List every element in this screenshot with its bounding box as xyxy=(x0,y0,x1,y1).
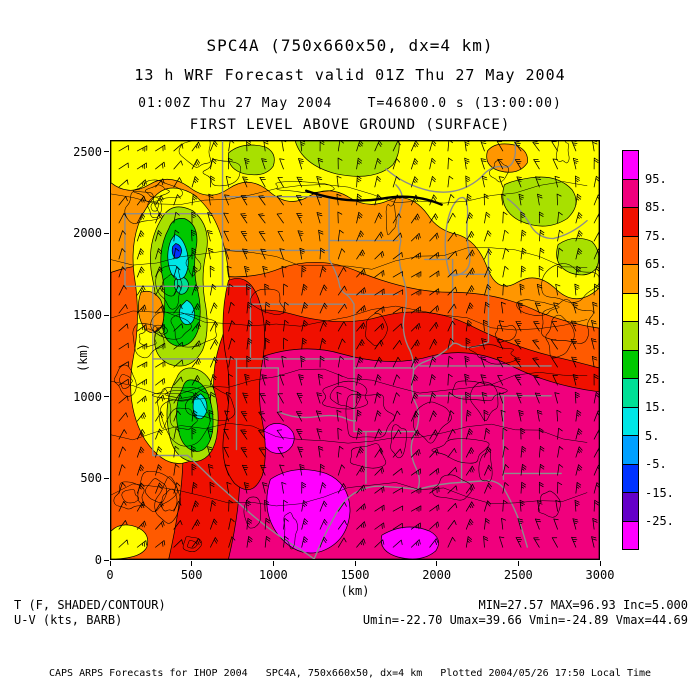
colorbar-segment xyxy=(623,264,638,293)
temperature-map-svg xyxy=(111,141,599,559)
x-tick-mark xyxy=(272,561,274,566)
wind-barbs xyxy=(118,141,599,548)
colorbar-segment xyxy=(623,235,638,264)
colorbar-tick-label: -25. xyxy=(645,514,674,529)
stats-wind-min-max: Umin=-22.70 Umax=39.66 Vmin=-24.89 Vmax=… xyxy=(362,613,688,627)
y-tick-label: 0 xyxy=(94,553,102,567)
colorbar-tick-label: 85. xyxy=(645,200,667,215)
x-tick-label: 0 xyxy=(106,568,114,582)
colorbar-tick-label: -15. xyxy=(645,485,674,500)
colorbar-tick-label: 5. xyxy=(645,428,660,443)
temperature-contours xyxy=(111,141,599,553)
colorbar-tick-label: 75. xyxy=(645,228,667,243)
colorbar-tick-label: -5. xyxy=(645,457,667,472)
x-tick-label: 2000 xyxy=(422,568,452,582)
y-tick-label: 1500 xyxy=(73,308,102,322)
y-tick-mark xyxy=(104,477,109,479)
colorbar-segment xyxy=(623,406,638,435)
colorbar-segment xyxy=(623,435,638,464)
x-tick-label: 3000 xyxy=(585,568,615,582)
colorbar-segment xyxy=(623,292,638,321)
colorbar-segment xyxy=(623,151,638,179)
valid-time-line: 01:00Z Thu 27 May 2004 T=46800.0 s (13:0… xyxy=(138,96,562,111)
colorbar-tick-label: 65. xyxy=(645,257,667,272)
x-tick-mark xyxy=(599,561,601,566)
x-tick-label: 1000 xyxy=(258,568,288,582)
y-tick-label: 2000 xyxy=(73,226,102,241)
x-tick-mark xyxy=(436,561,438,566)
colorbar-tick-label: 25. xyxy=(645,371,667,386)
colorbar-segment xyxy=(623,378,638,407)
colorbar-segment xyxy=(623,463,638,492)
front-line xyxy=(305,189,443,206)
plot-frame xyxy=(110,140,600,560)
state-borders xyxy=(124,141,588,559)
x-tick-label: 500 xyxy=(180,568,203,582)
x-tick-label: 2500 xyxy=(503,568,533,582)
y-tick-mark xyxy=(104,314,109,316)
stats-min-max: MIN=27.57 MAX=96.93 Inc=5.000 xyxy=(478,598,688,612)
x-tick-mark xyxy=(517,561,519,566)
plot-credit-line: CAPS ARPS Forecasts for IHOP 2004 SPC4A,… xyxy=(48,668,652,679)
x-axis-label: (km) xyxy=(340,584,370,598)
forecast-title: 13 h WRF Forecast valid 01Z Thu 27 May 2… xyxy=(134,66,566,84)
colorbar-segment xyxy=(623,520,638,549)
y-tick-label: 1000 xyxy=(73,389,102,404)
wind-legend-label: U-V (kts, BARB) xyxy=(14,613,123,627)
y-tick-mark xyxy=(104,559,109,561)
y-tick-label: 2500 xyxy=(73,144,102,159)
y-tick-mark xyxy=(104,151,109,153)
x-tick-mark xyxy=(109,561,111,566)
y-tick-mark xyxy=(104,396,109,398)
colorbar-segment xyxy=(623,321,638,350)
model-title: SPC4A (750x660x50, dx=4 km) xyxy=(206,36,494,55)
colorbar-segment xyxy=(623,178,638,207)
colorbar-tick-label: 15. xyxy=(645,400,667,415)
colorbar-tick-label: 35. xyxy=(645,343,667,357)
colorbar-tick-label: 55. xyxy=(645,285,667,300)
y-tick-mark xyxy=(104,232,109,234)
field-legend-label: T (F, SHADED/CONTOUR) xyxy=(14,598,166,612)
colorbar-segment xyxy=(623,492,638,521)
colorbar-segment xyxy=(623,207,638,236)
colorbar-segment xyxy=(623,349,638,378)
x-tick-mark xyxy=(354,561,356,566)
colorbar-tick-label: 45. xyxy=(645,314,667,329)
y-axis-label: (km) xyxy=(76,343,90,372)
x-tick-mark xyxy=(191,561,193,566)
colorbar xyxy=(622,150,639,550)
x-tick-label: 1500 xyxy=(340,568,370,582)
level-label: FIRST LEVEL ABOVE GROUND (SURFACE) xyxy=(189,117,511,133)
y-tick-label: 500 xyxy=(80,471,102,486)
colorbar-tick-label: 95. xyxy=(645,171,667,186)
